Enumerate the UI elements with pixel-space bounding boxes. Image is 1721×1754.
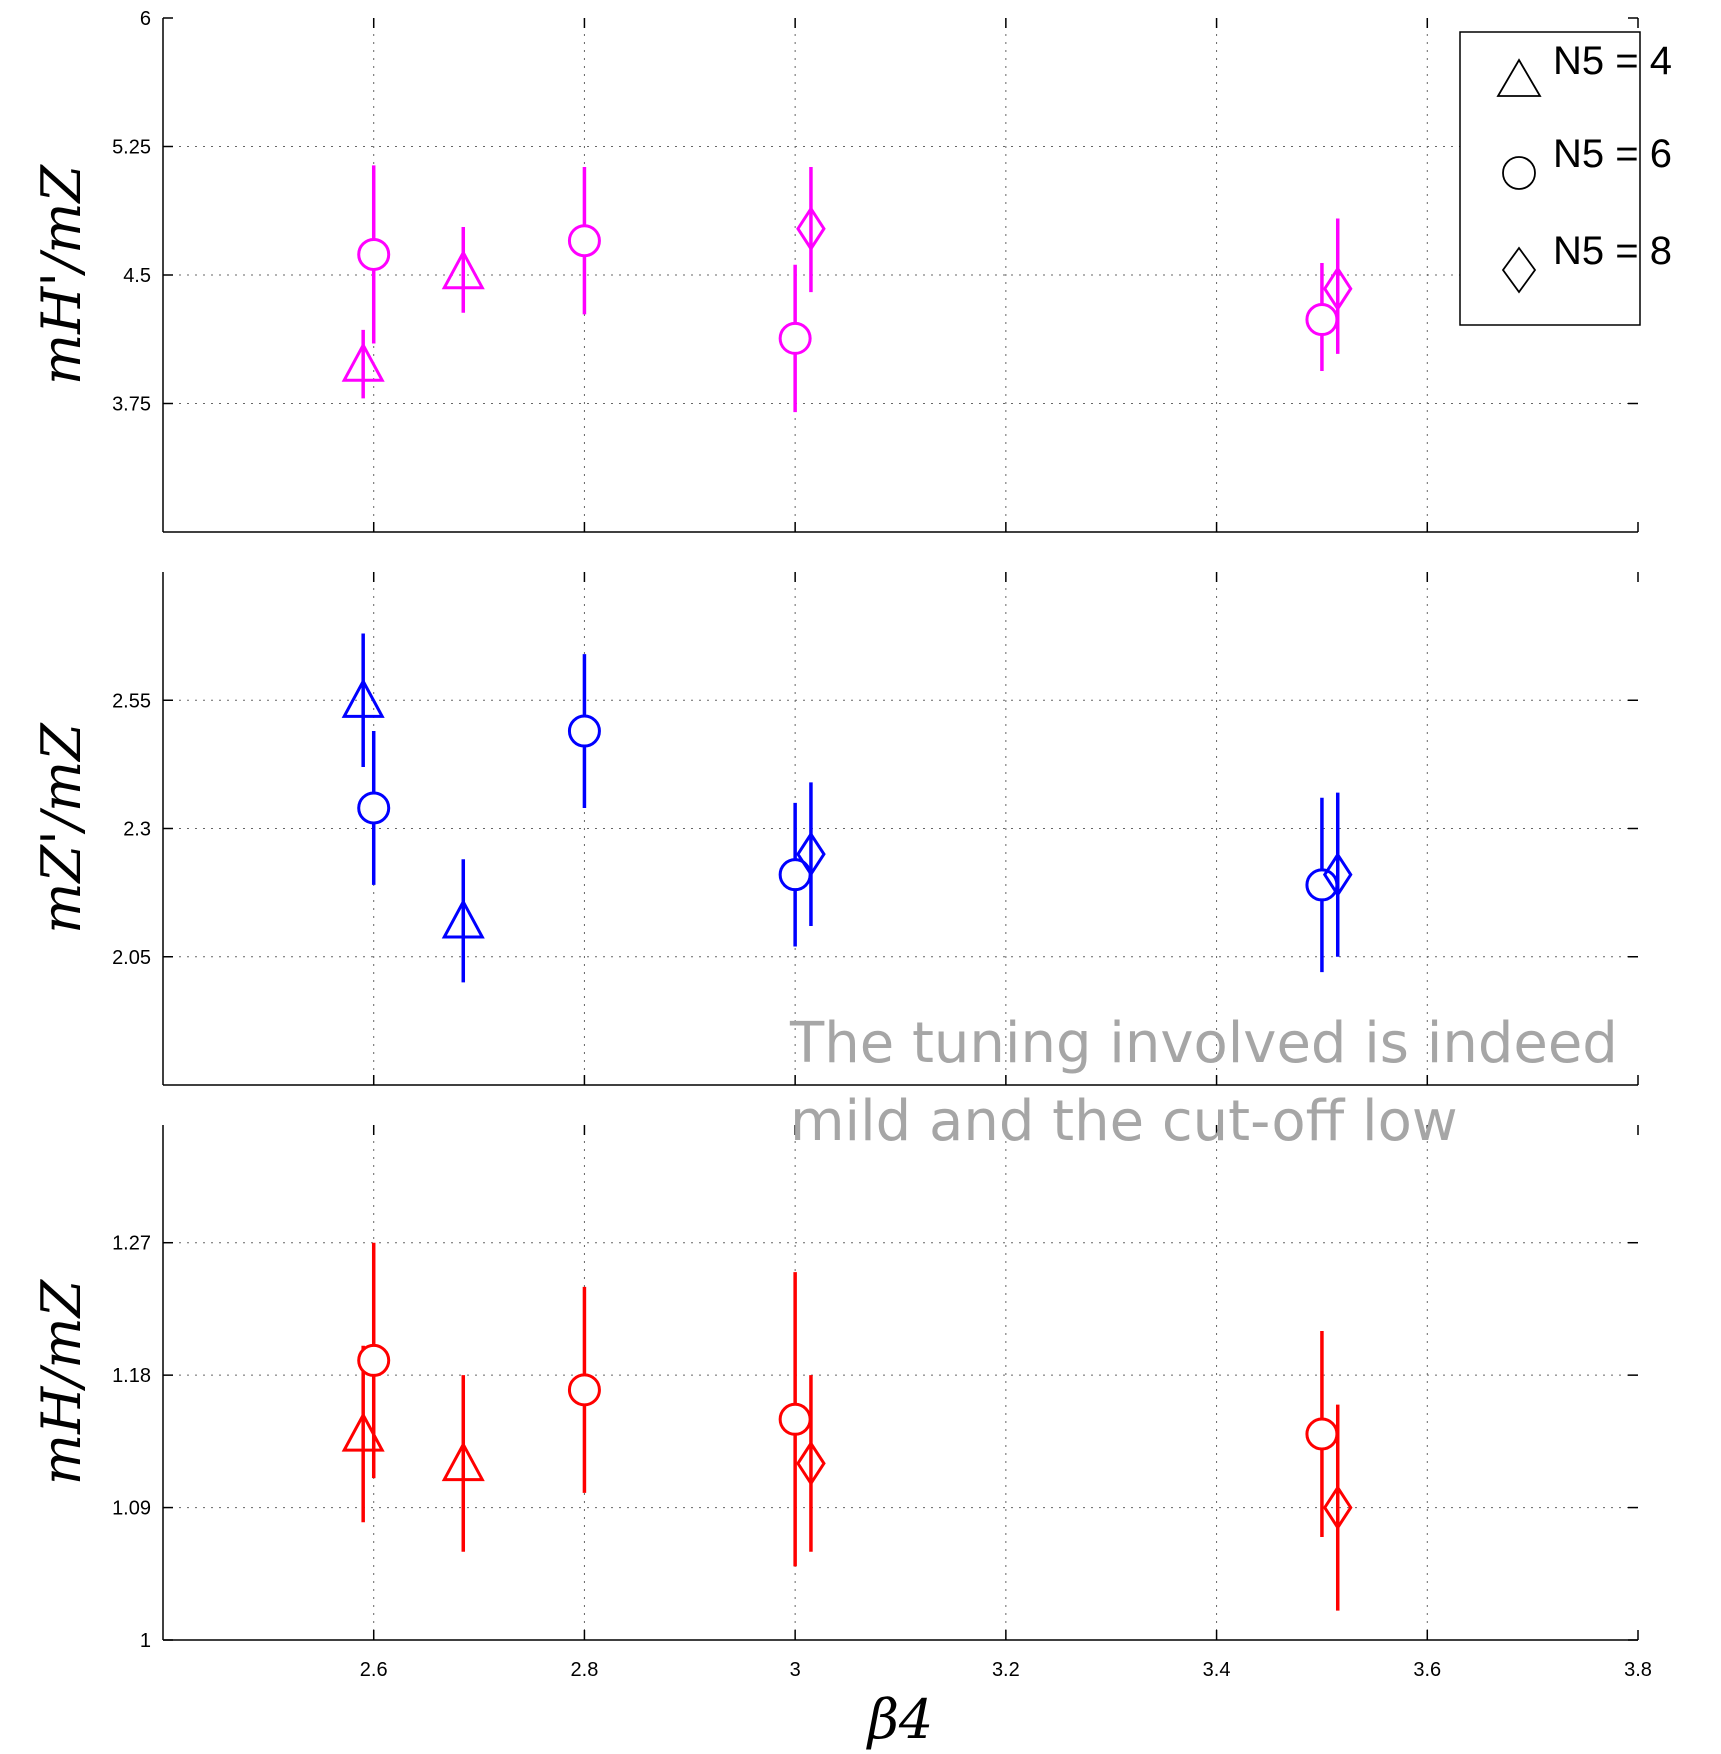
y-tick-label: 1.18 [112, 1365, 151, 1387]
data-point-diamond [1322, 1484, 1353, 1531]
data-point-diamond [796, 205, 826, 252]
panel-bottom: 1 1.09 1.18 1.27 mH/mZ [30, 1125, 1639, 1652]
data-point-circle [357, 791, 391, 825]
grid-middle [163, 572, 1639, 1085]
series-circle [357, 1242, 1339, 1567]
y-tick-label: 1.27 [112, 1233, 151, 1255]
series-diamond [796, 167, 1353, 354]
data-point-triangle [441, 249, 485, 290]
x-tick-label: 3 [790, 1659, 801, 1681]
y-tick-label: 1.09 [112, 1498, 151, 1520]
y-axis-label: mH/mZ [30, 1278, 93, 1485]
data-point-circle [357, 1343, 391, 1377]
x-tick-label: 3.8 [1624, 1659, 1652, 1681]
legend-marker-diamond [1501, 246, 1537, 294]
data-point-circle [778, 321, 812, 355]
data-point-triangle [341, 678, 385, 718]
data-point-circle [1305, 1417, 1339, 1451]
grid-top [163, 17, 1639, 532]
annotation: The tuning involved is indeed mild and th… [789, 1011, 1618, 1154]
legend: N5 = 4 N5 = 6 N5 = 8 [1459, 31, 1672, 326]
data-point-diamond [1322, 265, 1353, 312]
panel-top: 3.75 4.5 5.25 6 mH'/mZ [30, 8, 1639, 533]
data-point-circle [778, 1402, 812, 1436]
legend-marker-triangle [1496, 58, 1542, 97]
panels-layer: 3.75 4.5 5.25 6 mH'/mZ 2.05 2.3 2.55 mZ'/mZ 1 1.09… [30, 8, 1639, 1652]
y-tick-label: 2.3 [123, 819, 151, 841]
y-tick-label: 3.75 [112, 394, 151, 416]
series-circle [357, 654, 1339, 973]
data-point-triangle [441, 898, 485, 939]
legend-label: N5 = 8 [1553, 229, 1672, 273]
data-point-diamond [1322, 851, 1353, 898]
x-tick-label: 2.8 [571, 1659, 599, 1681]
x-axis-label: β4 [866, 1688, 934, 1751]
data-point-diamond [796, 1440, 826, 1487]
x-tick-label: 3.4 [1203, 1659, 1231, 1681]
y-tick-label: 1 [140, 1630, 151, 1652]
annotation-line: The tuning involved is indeed [789, 1011, 1618, 1076]
data-point-triangle [341, 341, 385, 382]
panel-middle: 2.05 2.3 2.55 mZ'/mZ [30, 572, 1639, 1086]
legend-marker-circle [1502, 156, 1536, 190]
y-tick-label: 4.5 [123, 265, 151, 287]
data-point-circle [1305, 303, 1339, 337]
series-triangle [341, 1345, 485, 1552]
data-point-circle [567, 1373, 601, 1407]
series-triangle [341, 227, 485, 399]
legend-box [1459, 31, 1641, 326]
data-point-circle [357, 237, 391, 271]
y-axis-label: mH'/mZ [30, 163, 93, 385]
legend-label: N5 = 6 [1553, 132, 1672, 176]
series-diamond [796, 1375, 1353, 1611]
x-tick-label: 3.2 [992, 1659, 1020, 1681]
y-axis-label: mZ'/mZ [30, 722, 93, 934]
y-tick-label: 2.55 [112, 690, 151, 712]
y-tick-label: 5.25 [112, 137, 151, 159]
y-tick-label: 6 [140, 8, 151, 30]
x-axis: 2.6 2.8 3 3.2 3.4 3.6 3.8 β4 [360, 1659, 1652, 1751]
legend-label: N5 = 4 [1553, 39, 1672, 83]
data-point-triangle [441, 1441, 485, 1482]
x-tick-label: 3.6 [1413, 1659, 1441, 1681]
x-tick-label: 2.6 [360, 1659, 388, 1681]
annotation-line: mild and the cut-off low [790, 1089, 1458, 1154]
data-point-circle [567, 714, 601, 748]
y-tick-label: 2.05 [112, 947, 151, 969]
data-point-diamond [796, 831, 826, 877]
data-point-circle [567, 224, 601, 258]
series-circle [357, 165, 1339, 413]
series-triangle [341, 633, 485, 983]
series-diamond [796, 782, 1353, 957]
grid-bottom [163, 1125, 1639, 1641]
